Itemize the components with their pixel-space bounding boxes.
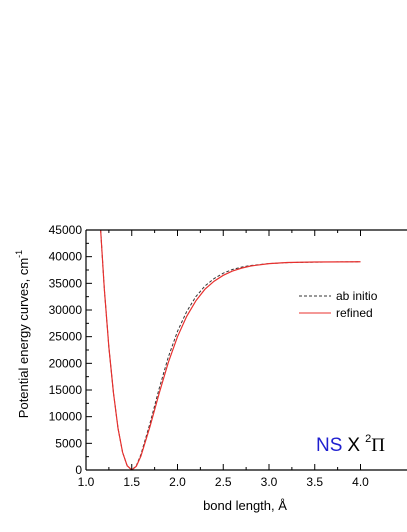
x-axis-title: bond length, Å — [203, 498, 287, 513]
y-tick-label: 15000 — [49, 383, 83, 397]
y-tick-label: 20000 — [49, 356, 83, 370]
series-line-refined — [100, 230, 361, 470]
y-tick-label: 40000 — [49, 250, 83, 264]
y-tick-label: 0 — [75, 463, 82, 477]
x-tick-label: 2.5 — [215, 475, 232, 489]
legend-label-ab-initio: ab initio — [336, 289, 378, 303]
y-tick-label: 30000 — [49, 303, 83, 317]
legend: ab initio refined — [299, 289, 378, 320]
y-axis-title-superscript: -1 — [14, 250, 24, 258]
state-symbol: Π — [371, 435, 385, 456]
x-tick-label: 3.5 — [306, 475, 323, 489]
x-tick-label: 1.5 — [123, 475, 140, 489]
y-tick-label: 45000 — [49, 223, 83, 237]
x-tick-label: 3.0 — [261, 475, 278, 489]
state-letter: X — [347, 435, 360, 456]
x-tick-label: 1.0 — [78, 475, 95, 489]
state-multiplicity: 2 — [365, 433, 371, 445]
x-tick-label: 2.0 — [169, 475, 186, 489]
molecule-label: NS — [316, 435, 342, 456]
plot-area — [100, 230, 361, 470]
y-tick-label: 35000 — [49, 276, 83, 290]
legend-label-refined: refined — [336, 306, 373, 320]
y-axis-title-main: Potential energy curves, cm — [16, 258, 31, 418]
y-tick-label: 10000 — [49, 410, 83, 424]
y-tick-label: 25000 — [49, 330, 83, 344]
axes: 1.0 1.5 2.0 2.5 3.0 3.5 4.0 0 5000 10000 15000 2000… — [49, 223, 407, 489]
series-line-ab-initio — [100, 230, 361, 470]
y-axis-title: Potential energy curves, cm-1 — [14, 250, 31, 418]
state-annotation: NS X 2Π — [316, 433, 385, 456]
y-tick-label: 5000 — [55, 436, 82, 450]
x-tick-label: 4.0 — [352, 475, 369, 489]
